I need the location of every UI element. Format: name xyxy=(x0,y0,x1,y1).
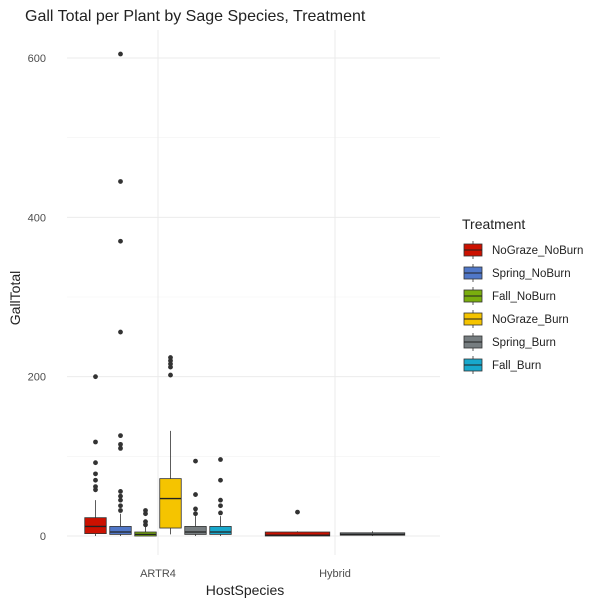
outlier-point xyxy=(93,439,98,445)
x-tick-label: ARTR4 xyxy=(140,568,176,580)
outlier-point xyxy=(218,497,223,503)
box-nograze-noburn-artr4 xyxy=(84,374,107,536)
outlier-point xyxy=(118,238,123,244)
outlier-point xyxy=(118,433,123,439)
legend-item-fall-noburn: Fall_NoBurn xyxy=(463,287,556,305)
outlier-point xyxy=(118,508,123,513)
legend-label: Spring_Burn xyxy=(492,337,556,349)
outlier-point xyxy=(193,506,198,512)
box-nograze-burn-artr4 xyxy=(159,355,182,535)
outlier-point xyxy=(193,492,198,497)
x-tick-label: Hybrid xyxy=(319,568,351,580)
legend-label: Fall_Burn xyxy=(492,360,541,372)
legend-item-nograze-noburn: NoGraze_NoBurn xyxy=(463,241,583,259)
outlier-point xyxy=(93,374,98,380)
boxplot-marks xyxy=(84,51,406,537)
outlier-point xyxy=(193,511,198,517)
outlier-point xyxy=(118,51,123,57)
y-axis-title: GallTotal xyxy=(7,271,23,325)
legend-item-fall-burn: Fall_Burn xyxy=(463,356,541,374)
legend-label: NoGraze_Burn xyxy=(492,314,569,326)
outlier-point xyxy=(93,484,98,490)
box-fall-burn-artr4 xyxy=(209,457,232,536)
outlier-point xyxy=(93,460,98,466)
box-fall-noburn-artr4 xyxy=(134,508,157,537)
outlier-point xyxy=(118,488,123,494)
legend-label: Fall_NoBurn xyxy=(492,291,556,303)
chart-title: Gall Total per Plant by Sage Species, Tr… xyxy=(25,8,366,25)
y-tick-label: 600 xyxy=(28,53,46,65)
outlier-point xyxy=(93,477,98,483)
legend-item-spring-burn: Spring_Burn xyxy=(463,333,556,351)
outlier-point xyxy=(218,457,223,462)
outlier-point xyxy=(118,441,123,447)
outlier-point xyxy=(143,519,148,525)
outlier-point xyxy=(168,372,173,378)
box-iqr xyxy=(184,526,207,535)
outlier-point xyxy=(193,458,198,464)
legend-label: NoGraze_NoBurn xyxy=(492,245,583,257)
outlier-point xyxy=(118,445,123,451)
outlier-point xyxy=(218,510,223,516)
outlier-point xyxy=(118,179,123,184)
outlier-point xyxy=(118,493,123,499)
box-iqr xyxy=(159,478,182,529)
outlier-point xyxy=(295,509,300,515)
box-nograze-noburn-hybrid xyxy=(264,509,331,537)
legend-item-spring-noburn: Spring_NoBurn xyxy=(463,264,571,282)
legend-label: Spring_NoBurn xyxy=(492,268,571,280)
legend: Treatment NoGraze_NoBurn Spring_NoBurn Fal… xyxy=(462,216,583,374)
outlier-point xyxy=(168,355,173,360)
outlier-point xyxy=(118,503,123,509)
legend-item-nograze-burn: NoGraze_Burn xyxy=(463,310,569,328)
outlier-point xyxy=(143,508,148,513)
legend-title: Treatment xyxy=(462,216,525,232)
box-iqr xyxy=(264,531,331,537)
box-iqr xyxy=(209,526,232,535)
outlier-point xyxy=(218,503,223,509)
gridlines xyxy=(67,30,440,555)
x-axis-title: HostSpecies xyxy=(206,582,285,598)
outlier-point xyxy=(118,329,123,335)
outlier-point xyxy=(93,471,98,477)
outlier-point xyxy=(118,497,123,503)
axes: 0 200 400 600 ARTR4 Hybrid xyxy=(28,53,351,580)
box-iqr xyxy=(109,526,132,535)
box-spring-burn-hybrid xyxy=(339,531,406,536)
y-tick-label: 200 xyxy=(28,372,46,384)
outlier-point xyxy=(218,477,223,483)
box-spring-noburn-artr4 xyxy=(109,51,132,536)
y-tick-label: 0 xyxy=(40,531,46,543)
box-spring-burn-artr4 xyxy=(184,458,207,536)
box-iqr xyxy=(84,517,107,535)
y-tick-label: 400 xyxy=(28,212,46,224)
